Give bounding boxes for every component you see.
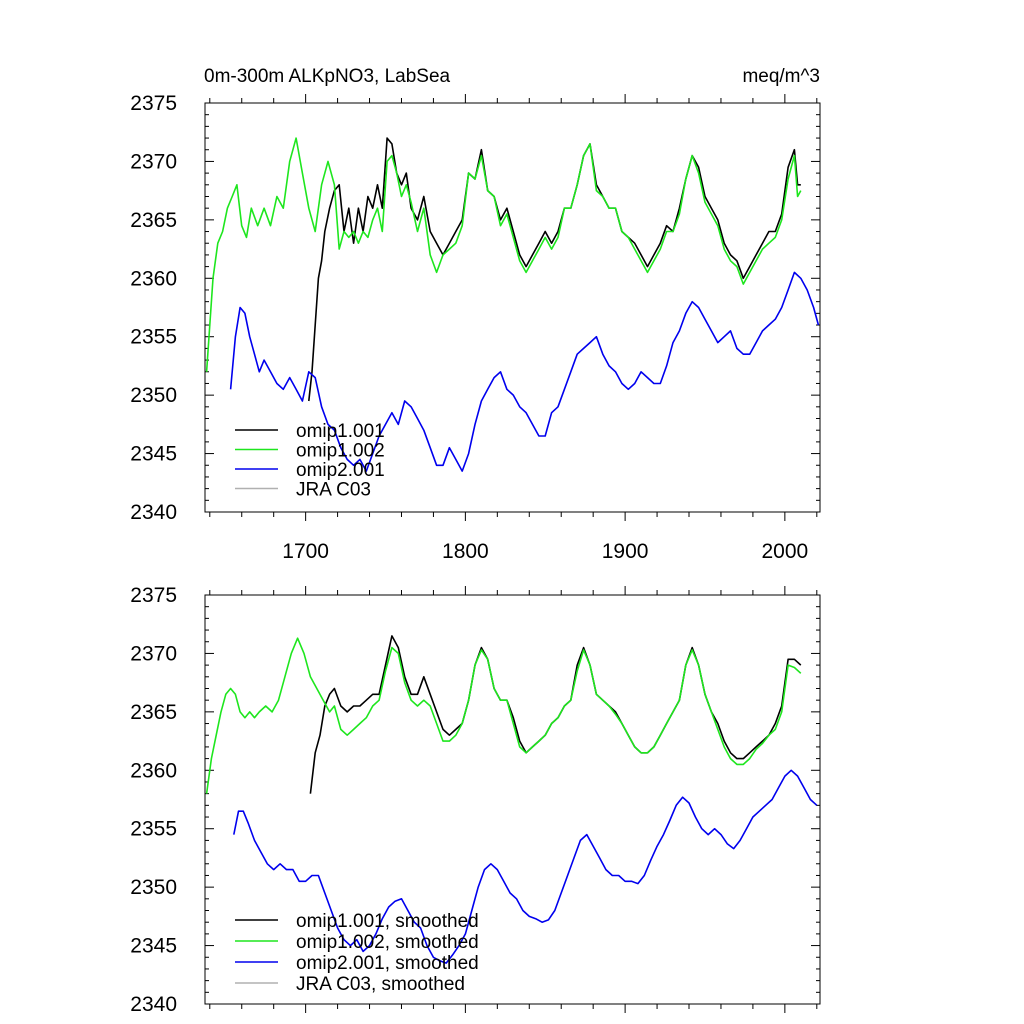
x-axis bbox=[209, 586, 818, 1013]
legend-label: omip2.001 bbox=[296, 460, 385, 481]
series-line-omip1-001 bbox=[308, 137, 801, 402]
y-tick-label: 2375 bbox=[130, 92, 177, 115]
plot-frame bbox=[204, 594, 821, 1005]
series-line-omip2-001 bbox=[229, 271, 820, 472]
y-tick-label: 2340 bbox=[130, 501, 177, 524]
y-tick-label: 2370 bbox=[130, 642, 177, 665]
y-tick-label: 2345 bbox=[130, 443, 177, 466]
chart-title: 0m-300m ALKpNO3, LabSea bbox=[204, 66, 451, 87]
x-tick-label: 1900 bbox=[602, 540, 649, 563]
x-tick-label: 1700 bbox=[282, 540, 329, 563]
y-tick-label: 2365 bbox=[130, 209, 177, 232]
y-tick-label: 2370 bbox=[130, 150, 177, 173]
plot-frame bbox=[204, 102, 821, 513]
series-line-omip2-001-smoothed bbox=[233, 769, 818, 964]
x-tick-label: 1800 bbox=[442, 540, 489, 563]
y-tick-label: 2345 bbox=[130, 935, 177, 958]
y-tick-label: 2360 bbox=[130, 759, 177, 782]
series-group bbox=[205, 137, 820, 472]
x-axis: 1700 1800 1900 2000 bbox=[209, 94, 818, 563]
chart-units: meq/m^3 bbox=[742, 66, 820, 87]
legend-label: omip1.002 bbox=[296, 441, 385, 462]
y-tick-label: 2375 bbox=[130, 584, 177, 607]
chart-panel-top: 0m-300m ALKpNO3, LabSea meq/m^3 2340 2345… bbox=[130, 66, 821, 563]
y-tick-label: 2350 bbox=[130, 876, 177, 899]
y-tick-label: 2355 bbox=[130, 818, 177, 841]
y-tick-label: 2350 bbox=[130, 384, 177, 407]
legend-label: omip1.002, smoothed bbox=[296, 932, 479, 953]
x-tick-label: 2000 bbox=[761, 540, 808, 563]
legend-label: omip2.001, smoothed bbox=[296, 953, 479, 974]
legend-label: omip1.001 bbox=[296, 421, 385, 442]
series-line-omip1-002-smoothed bbox=[205, 637, 802, 794]
y-tick-label: 2365 bbox=[130, 701, 177, 724]
series-group bbox=[205, 635, 818, 964]
chart-panel-bottom: 2340 2345 2350 2355 2360 2365 2370 2375 omip1.0… bbox=[130, 584, 821, 1016]
legend-label: omip1.001, smoothed bbox=[296, 911, 479, 932]
series-line-omip1-002 bbox=[205, 137, 802, 372]
series-line-omip1-001-smoothed bbox=[309, 635, 802, 794]
y-axis: 2340 2345 2350 2355 2360 2365 2370 2375 bbox=[130, 584, 820, 1016]
legend-label: JRA C03 bbox=[296, 480, 371, 501]
y-tick-label: 2360 bbox=[130, 267, 177, 290]
legend-label: JRA C03, smoothed bbox=[296, 974, 465, 995]
y-axis: 2340 2345 2350 2355 2360 2365 2370 2375 bbox=[130, 92, 820, 524]
y-tick-label: 2340 bbox=[130, 993, 177, 1016]
y-tick-label: 2355 bbox=[130, 326, 177, 349]
